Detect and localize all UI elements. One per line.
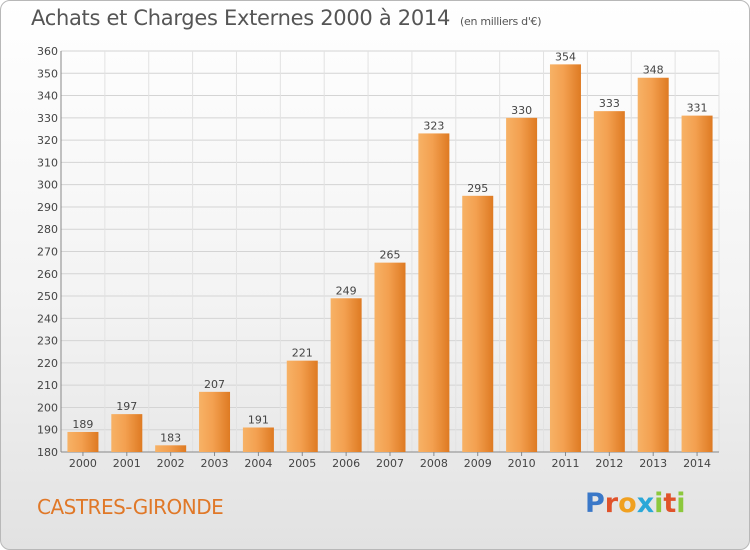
x-tick-label: 2014 <box>683 457 711 470</box>
data-label: 183 <box>160 431 181 444</box>
y-tick-label: 300 <box>37 179 58 192</box>
data-label: 330 <box>511 104 532 117</box>
logo-letter: i <box>676 488 686 519</box>
data-label: 331 <box>687 102 708 115</box>
y-tick-label: 270 <box>37 246 58 259</box>
y-tick-label: 360 <box>37 45 58 58</box>
y-tick-label: 240 <box>37 312 58 325</box>
logo-letter: x <box>636 488 655 519</box>
y-tick-label: 230 <box>37 335 58 348</box>
y-tick-label: 310 <box>37 156 58 169</box>
x-tick-label: 2001 <box>113 457 141 470</box>
bar <box>374 262 406 452</box>
y-tick-label: 250 <box>37 290 58 303</box>
y-tick-label: 290 <box>37 201 58 214</box>
data-label: 197 <box>116 400 137 413</box>
data-label: 348 <box>643 64 664 77</box>
x-tick-label: 2010 <box>508 457 536 470</box>
y-tick-label: 190 <box>37 424 58 437</box>
x-tick-label: 2013 <box>639 457 667 470</box>
bars <box>67 64 713 453</box>
y-tick-label: 340 <box>37 90 58 103</box>
data-label: 249 <box>336 284 357 297</box>
y-tick-label: 320 <box>37 134 58 147</box>
chart-title-text: Achats et Charges Externes 2000 à 2014 <box>31 6 451 30</box>
proxiti-logo: Proxiti <box>585 488 686 519</box>
bar <box>67 431 99 452</box>
x-tick-label: 2002 <box>157 457 185 470</box>
bar <box>681 115 713 452</box>
data-label: 265 <box>380 249 401 262</box>
y-tick-label: 260 <box>37 268 58 281</box>
data-label: 207 <box>204 378 225 391</box>
bar <box>549 64 581 452</box>
x-tick-label: 2000 <box>69 457 97 470</box>
data-label: 221 <box>292 347 313 360</box>
logo-letter: o <box>618 488 637 519</box>
chart-title: Achats et Charges Externes 2000 à 2014 (e… <box>31 6 542 30</box>
logo-letter: r <box>604 488 619 519</box>
y-tick-label: 220 <box>37 357 58 370</box>
y-tick-label: 350 <box>37 67 58 80</box>
data-label: 323 <box>423 119 444 132</box>
bar <box>462 195 494 453</box>
y-tick-label: 280 <box>37 223 58 236</box>
chart-subtitle: (en milliers d'€) <box>460 15 542 28</box>
data-labels: 189 197 183 207 191 221 249 265 323 295 330 354 333 3… <box>72 50 707 444</box>
bar <box>111 414 143 452</box>
y-tick-label: 210 <box>37 379 58 392</box>
x-tick-label: 2006 <box>332 457 360 470</box>
y-tick-label: 180 <box>37 446 58 459</box>
bar <box>418 133 450 452</box>
y-tick-label: 200 <box>37 401 58 414</box>
bar <box>330 298 362 452</box>
x-tick-label: 2008 <box>420 457 448 470</box>
bar <box>506 117 538 452</box>
x-tick-label: 2007 <box>376 457 404 470</box>
data-label: 354 <box>555 50 576 63</box>
x-tick-label: 2011 <box>551 457 579 470</box>
bar <box>637 77 669 452</box>
x-tick-label: 2004 <box>244 457 272 470</box>
data-label: 333 <box>599 97 620 110</box>
x-tick-label: 2005 <box>288 457 316 470</box>
axes: 180 190 200 210 220 230 240 250 260 270 280 290 300 3… <box>37 45 719 470</box>
bar <box>242 427 274 452</box>
logo-letter: t <box>663 488 677 519</box>
logo-letter: i <box>654 488 664 519</box>
data-label: 191 <box>248 413 269 426</box>
bar <box>155 445 187 452</box>
x-tick-label: 2012 <box>595 457 623 470</box>
commune-name: CASTRES-GIRONDE <box>37 495 224 519</box>
bar <box>593 111 625 453</box>
x-tick-label: 2003 <box>201 457 229 470</box>
bar <box>286 360 318 452</box>
bar <box>199 391 231 452</box>
logo-letter: P <box>585 488 605 519</box>
data-label: 295 <box>467 182 488 195</box>
data-label: 189 <box>72 418 93 431</box>
y-tick-label: 330 <box>37 112 58 125</box>
x-tick-label: 2009 <box>464 457 492 470</box>
